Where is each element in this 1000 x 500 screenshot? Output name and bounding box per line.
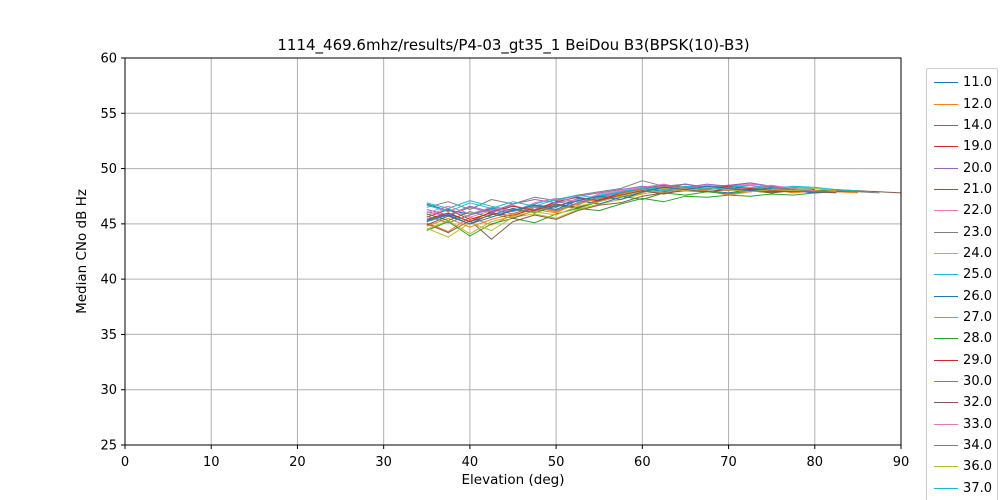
legend-label: 11.0 — [963, 75, 992, 91]
legend-item-24.0: 24.0 — [927, 243, 997, 264]
legend-label: 20.0 — [963, 160, 992, 176]
legend-item-12.0: 12.0 — [927, 93, 997, 114]
y-tick-label: 45 — [100, 217, 117, 232]
legend-item-14.0: 14.0 — [927, 115, 997, 136]
legend-item-30.0: 30.0 — [927, 371, 997, 392]
legend-item-34.0: 34.0 — [927, 435, 997, 456]
series-line-37.0 — [426, 184, 858, 213]
y-axis-label: Median CNo dB Hz — [74, 189, 90, 314]
legend-line-swatch — [934, 274, 958, 276]
legend-label: 21.0 — [963, 181, 992, 197]
legend-label: 32.0 — [963, 395, 992, 411]
y-tick-label: 25 — [100, 439, 117, 454]
legend-line-swatch — [934, 231, 958, 233]
legend-line-swatch — [934, 146, 958, 148]
legend-label: 12.0 — [963, 96, 992, 112]
legend-line-swatch — [934, 338, 958, 340]
legend-line-swatch — [934, 380, 958, 382]
y-tick-label: 55 — [100, 107, 117, 122]
series-line-41.0 — [426, 185, 772, 225]
legend-line-swatch — [934, 466, 958, 468]
legend-label: 24.0 — [963, 245, 992, 261]
x-tick-label: 20 — [289, 455, 306, 470]
y-tick-label: 60 — [100, 52, 117, 67]
legend-line-swatch — [934, 316, 958, 318]
legend-label: 25.0 — [963, 267, 992, 283]
series-line-34.0 — [426, 184, 880, 224]
legend-line-swatch — [934, 423, 958, 425]
legend-line-swatch — [934, 167, 958, 169]
legend-line-swatch — [934, 445, 958, 447]
legend-line-swatch — [934, 82, 958, 84]
legend-label: 27.0 — [963, 309, 992, 325]
series-line-36.0 — [426, 186, 837, 235]
x-tick-label: 0 — [121, 455, 129, 470]
legend-label: 14.0 — [963, 117, 992, 133]
legend-item-21.0: 21.0 — [927, 179, 997, 200]
legend-line-swatch — [934, 487, 958, 489]
legend-label: 26.0 — [963, 288, 992, 304]
y-tick-label: 35 — [100, 328, 117, 343]
legend-label: 34.0 — [963, 438, 992, 454]
legend-label: 30.0 — [963, 373, 992, 389]
legend-line-swatch — [934, 359, 958, 361]
x-tick-label: 80 — [807, 455, 824, 470]
y-tick-label: 30 — [100, 383, 117, 398]
legend-line-swatch — [934, 295, 958, 297]
legend-item-36.0: 36.0 — [927, 456, 997, 477]
legend-label: 29.0 — [963, 352, 992, 368]
legend-item-23.0: 23.0 — [927, 221, 997, 242]
legend-label: 19.0 — [963, 139, 992, 155]
legend-line-swatch — [934, 402, 958, 404]
series-line-32.0 — [426, 188, 837, 226]
legend: 11.0 12.0 14.0 19.0 20.0 21.0 22.0 23.0 24.0 25.0… — [926, 68, 998, 500]
legend-item-22.0: 22.0 — [927, 200, 997, 221]
legend-line-swatch — [934, 103, 958, 105]
legend-item-27.0: 27.0 — [927, 307, 997, 328]
legend-line-swatch — [934, 124, 958, 126]
legend-label: 28.0 — [963, 331, 992, 347]
legend-item-37.0: 37.0 — [927, 478, 997, 499]
x-tick-label: 70 — [720, 455, 737, 470]
legend-line-swatch — [934, 252, 958, 254]
y-tick-label: 40 — [100, 273, 117, 288]
legend-item-29.0: 29.0 — [927, 349, 997, 370]
legend-item-19.0: 19.0 — [927, 136, 997, 157]
legend-label: 36.0 — [963, 459, 992, 475]
legend-line-swatch — [934, 188, 958, 190]
legend-label: 37.0 — [963, 480, 992, 496]
legend-item-28.0: 28.0 — [927, 328, 997, 349]
legend-item-25.0: 25.0 — [927, 264, 997, 285]
chart-title: 1114_469.6mhz/results/P4-03_gt35_1 BeiDo… — [277, 36, 750, 54]
legend-label: 23.0 — [963, 224, 992, 240]
x-tick-label: 40 — [462, 455, 479, 470]
series-line-14.0 — [426, 190, 858, 237]
x-axis-label: Elevation (deg) — [462, 472, 565, 488]
x-tick-label: 90 — [893, 455, 910, 470]
x-tick-label: 50 — [548, 455, 565, 470]
legend-item-20.0: 20.0 — [927, 157, 997, 178]
legend-item-33.0: 33.0 — [927, 414, 997, 435]
x-tick-label: 60 — [634, 455, 651, 470]
legend-line-swatch — [934, 210, 958, 212]
y-tick-label: 50 — [100, 162, 117, 177]
x-tick-label: 30 — [375, 455, 392, 470]
legend-label: 22.0 — [963, 203, 992, 219]
legend-item-26.0: 26.0 — [927, 285, 997, 306]
series-line-33.0 — [426, 183, 815, 215]
legend-item-11.0: 11.0 — [927, 72, 997, 93]
legend-label: 33.0 — [963, 416, 992, 432]
x-tick-label: 10 — [203, 455, 220, 470]
plot-border — [124, 57, 902, 446]
legend-item-32.0: 32.0 — [927, 392, 997, 413]
